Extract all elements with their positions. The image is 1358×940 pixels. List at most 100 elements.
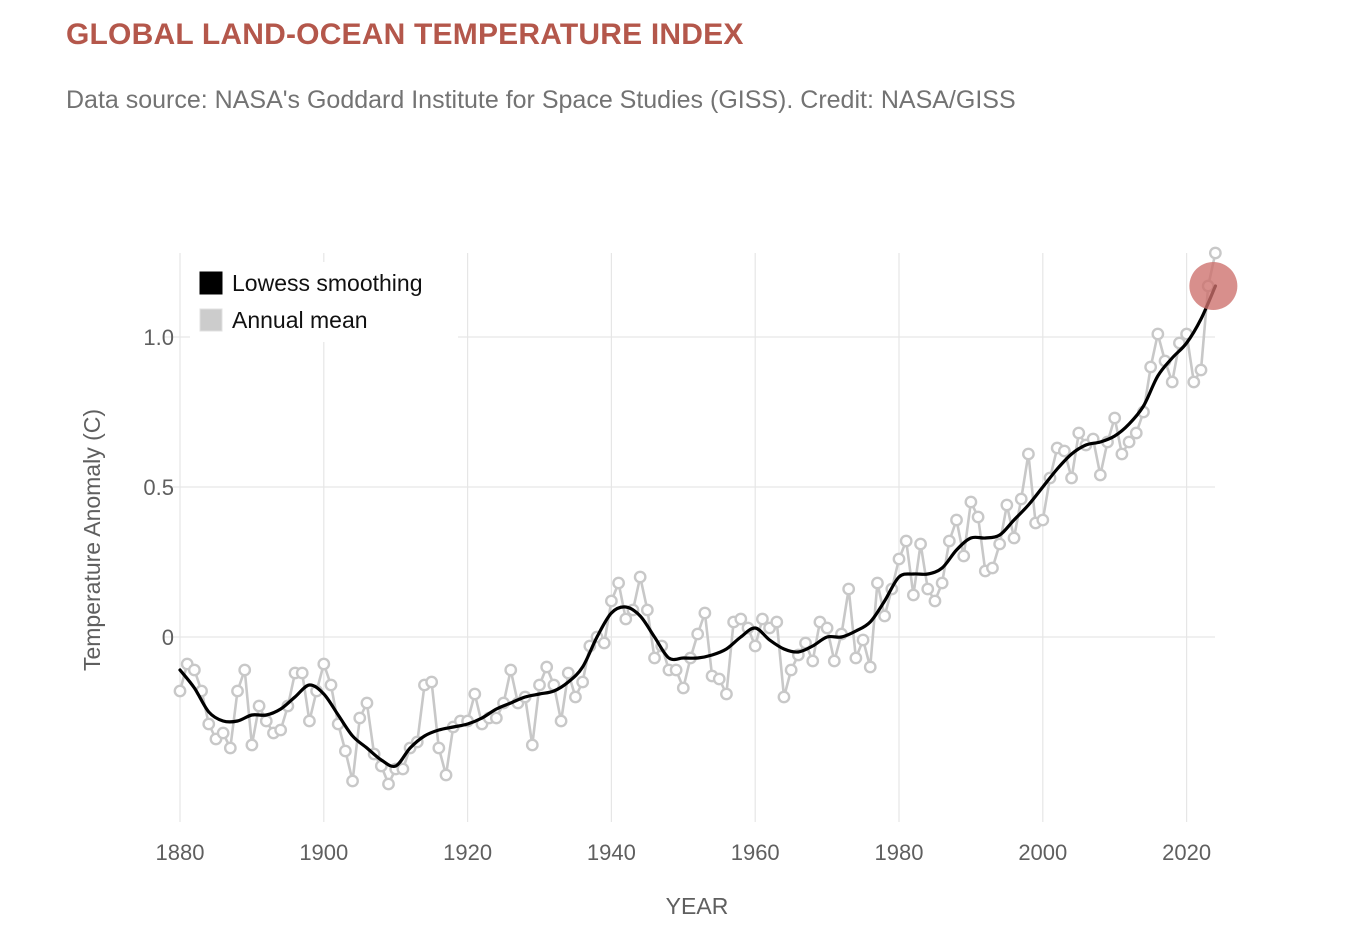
annual-mean-point-1982[interactable]	[906, 588, 920, 602]
annual-mean-point-1915[interactable]	[425, 675, 439, 689]
annual-mean-point-1988[interactable]	[950, 513, 963, 527]
annual-mean-point-1964[interactable]	[777, 690, 791, 704]
annual-mean-point-1965[interactable]	[784, 663, 798, 677]
annual-mean-point-1911[interactable]	[396, 762, 410, 776]
annual-mean-point-1990[interactable]	[964, 495, 978, 509]
annual-mean-point-2003[interactable]	[1057, 444, 1071, 458]
annual-mean-point-1884[interactable]	[202, 717, 216, 731]
annual-mean-point-1887[interactable]	[223, 741, 237, 755]
annual-mean-point-1916[interactable]	[432, 741, 446, 755]
annual-mean-point-1981[interactable]	[899, 534, 913, 548]
legend[interactable]: Lowess smoothing Annual mean	[190, 262, 458, 342]
annual-mean-point-1906[interactable]	[360, 696, 374, 710]
annual-mean-point-1946[interactable]	[648, 651, 661, 665]
annual-mean-point-1901[interactable]	[324, 678, 338, 692]
annual-mean-point-1974[interactable]	[849, 651, 863, 665]
annual-mean-point-1889[interactable]	[238, 663, 252, 677]
legend-swatch-0[interactable]	[199, 271, 223, 295]
annual-mean-point-1929[interactable]	[525, 738, 539, 752]
annual-mean-point-1904[interactable]	[346, 774, 359, 788]
annual-mean-point-1960[interactable]	[748, 639, 762, 653]
annual-mean-point-1978[interactable]	[878, 609, 892, 623]
annual-mean-point-2021[interactable]	[1187, 375, 1201, 389]
annual-mean-point-1968[interactable]	[806, 654, 820, 668]
annual-mean-point-1984[interactable]	[921, 582, 935, 596]
annual-mean-point-2022[interactable]	[1194, 363, 1208, 377]
annual-mean-point-1890[interactable]	[245, 738, 259, 752]
annual-mean-point-2000[interactable]	[1036, 513, 1050, 527]
annual-mean-point-1945[interactable]	[640, 603, 654, 617]
annual-mean-point-1976[interactable]	[863, 660, 877, 674]
annual-mean-point-1985[interactable]	[928, 594, 942, 608]
annual-mean-point-1956[interactable]	[720, 687, 733, 701]
annual-mean-point-1950[interactable]	[676, 681, 690, 695]
annual-mean-point-1989[interactable]	[957, 549, 971, 563]
annual-mean-point-1977[interactable]	[871, 576, 884, 590]
annual-mean-point-1935[interactable]	[569, 690, 582, 704]
annual-mean-point-2011[interactable]	[1115, 447, 1129, 461]
annual-mean-point-1993[interactable]	[986, 561, 999, 575]
annual-mean-point-1905[interactable]	[353, 711, 367, 725]
annual-mean-point-1891[interactable]	[252, 699, 266, 713]
annual-mean-point-2008[interactable]	[1093, 468, 1107, 482]
annual-mean-point-1971[interactable]	[827, 654, 841, 668]
annual-mean-point-2018[interactable]	[1165, 375, 1179, 389]
annual-mean-point-1955[interactable]	[712, 672, 726, 686]
annual-mean-point-2005[interactable]	[1072, 426, 1086, 440]
annual-mean-point-1963[interactable]	[770, 615, 784, 629]
annual-mean-point-1994[interactable]	[993, 537, 1007, 551]
annual-mean-point-1996[interactable]	[1007, 531, 1021, 545]
annual-mean-point-1980[interactable]	[892, 552, 906, 566]
annual-mean-point-2012[interactable]	[1122, 435, 1136, 449]
annual-mean-point-2024[interactable]	[1208, 246, 1222, 260]
annual-mean-point-2016[interactable]	[1151, 327, 1165, 341]
annual-mean-point-1930[interactable]	[533, 678, 546, 692]
annual-mean-point-1941[interactable]	[612, 576, 625, 590]
annual-mean-point-1973[interactable]	[842, 582, 856, 596]
annual-mean-point-1897[interactable]	[295, 666, 309, 680]
annual-mean-point-1939[interactable]	[597, 636, 611, 650]
annual-mean-point-1936[interactable]	[576, 675, 590, 689]
annual-mean-point-1898[interactable]	[303, 714, 316, 728]
annual-mean-point-1892[interactable]	[259, 714, 273, 728]
annual-mean-point-1961[interactable]	[755, 612, 769, 626]
annual-mean-point-1888[interactable]	[231, 684, 244, 698]
annual-mean-point-1986[interactable]	[935, 576, 949, 590]
annual-mean-point-2015[interactable]	[1144, 360, 1158, 374]
legend-label-0[interactable]: Lowess smoothing	[232, 270, 423, 296]
annual-mean-point-1944[interactable]	[633, 570, 647, 584]
annual-mean-point-1942[interactable]	[619, 612, 633, 626]
annual-mean-point-1917[interactable]	[439, 768, 453, 782]
legend-label-1[interactable]: Annual mean	[232, 307, 368, 333]
annual-mean-point-1949[interactable]	[669, 663, 683, 677]
annual-mean-point-1909[interactable]	[382, 777, 395, 791]
annual-mean-point-1924[interactable]	[489, 711, 503, 725]
annual-mean-point-1953[interactable]	[698, 606, 712, 620]
annual-mean-point-1926[interactable]	[504, 663, 518, 677]
annual-mean-point-1970[interactable]	[820, 621, 834, 635]
legend-swatch-1[interactable]	[199, 308, 223, 332]
annual-mean-point-1933[interactable]	[554, 714, 568, 728]
annual-mean-point-1921[interactable]	[468, 687, 482, 701]
annual-mean-point-1991[interactable]	[971, 510, 985, 524]
annual-mean-point-2013[interactable]	[1129, 426, 1143, 440]
annual-mean-point-1931[interactable]	[540, 660, 554, 674]
annual-mean-point-1975[interactable]	[856, 633, 870, 647]
annual-mean-point-1900[interactable]	[317, 657, 331, 671]
annual-mean-point-1940[interactable]	[605, 594, 618, 608]
annual-mean-point-1952[interactable]	[691, 627, 705, 641]
annual-mean-point-2010[interactable]	[1108, 411, 1122, 425]
annual-mean-point-1998[interactable]	[1022, 447, 1035, 461]
current-year-marker[interactable]	[1189, 262, 1238, 310]
annual-mean-point-2004[interactable]	[1065, 471, 1078, 485]
annual-mean-point-1903[interactable]	[338, 744, 352, 758]
annual-mean-point-1983[interactable]	[914, 537, 927, 551]
annual-mean-point-1995[interactable]	[1000, 498, 1014, 512]
annual-mean-point-1880[interactable]	[173, 684, 187, 698]
annual-mean-point-1934[interactable]	[561, 666, 575, 680]
annual-mean-point-1958[interactable]	[734, 612, 748, 626]
annual-mean-point-1997[interactable]	[1014, 492, 1028, 506]
annual-mean-point-1882[interactable]	[187, 663, 201, 677]
annual-mean-point-1987[interactable]	[942, 534, 956, 548]
annual-mean-point-1886[interactable]	[216, 726, 230, 740]
